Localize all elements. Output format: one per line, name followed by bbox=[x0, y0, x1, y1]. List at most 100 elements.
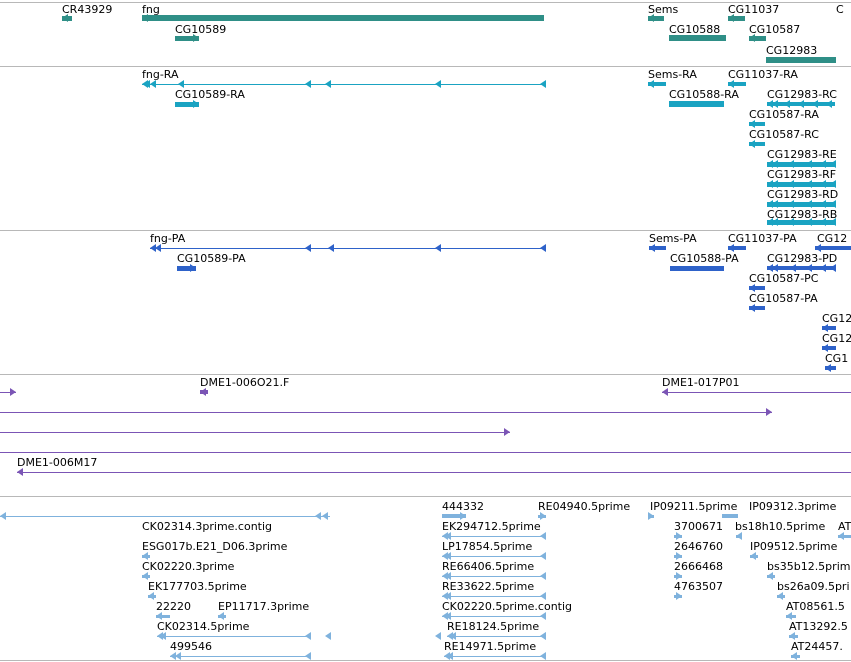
clone-feature-glyph[interactable] bbox=[0, 392, 16, 393]
proteins-feature-glyph[interactable] bbox=[822, 326, 836, 330]
ests-feature-label[interactable]: RE18124.5prime bbox=[447, 620, 540, 633]
transcripts-feature-glyph[interactable] bbox=[749, 142, 765, 146]
proteins-feature-label[interactable]: CG12 bbox=[822, 312, 851, 325]
transcripts-feature-glyph[interactable] bbox=[749, 122, 765, 126]
ests-feature-label[interactable]: 22220 bbox=[156, 600, 191, 613]
proteins-feature-label[interactable]: CG10589-PA bbox=[177, 252, 246, 265]
transcripts-feature-glyph[interactable] bbox=[767, 182, 835, 187]
ests-feature-label[interactable]: IP09211.5prime bbox=[650, 500, 738, 513]
proteins-feature-label[interactable]: CG12 bbox=[817, 232, 848, 245]
ests-feature-glyph[interactable] bbox=[156, 615, 170, 618]
ests-feature-glyph[interactable] bbox=[442, 514, 466, 518]
clones-feature-label[interactable]: DME1-006O21.F bbox=[200, 376, 290, 389]
genes-feature-label[interactable]: CR43929 bbox=[62, 3, 113, 16]
ests-feature-glyph[interactable] bbox=[157, 636, 310, 637]
proteins-feature-glyph[interactable] bbox=[749, 306, 765, 310]
ests-feature-label[interactable]: 444332 bbox=[442, 500, 484, 513]
ests-feature-label[interactable]: bs35b12.5prim bbox=[767, 560, 851, 573]
transcripts-feature-label[interactable]: CG12983-RB bbox=[767, 208, 838, 221]
genes-feature-glyph[interactable] bbox=[749, 36, 766, 41]
ests-feature-label[interactable]: CK02314.5prime bbox=[157, 620, 250, 633]
genes-feature-label[interactable]: CG10588 bbox=[669, 23, 721, 36]
ests-feature-label[interactable]: RE14971.5prime bbox=[444, 640, 537, 653]
ests-feature-label[interactable]: RE66406.5prime bbox=[442, 560, 535, 573]
proteins-feature-glyph[interactable] bbox=[177, 266, 196, 271]
transcripts-feature-glyph[interactable] bbox=[648, 82, 666, 86]
ests-feature-label[interactable]: ESG017b.E21_D06.3prime bbox=[142, 540, 288, 553]
ests-feature-label[interactable]: bs18h10.5prime bbox=[735, 520, 826, 533]
ests-feature-glyph[interactable] bbox=[444, 656, 546, 657]
ests-feature-label[interactable]: EK294712.5prime bbox=[442, 520, 541, 533]
transcripts-feature-glyph[interactable] bbox=[767, 220, 835, 225]
ests-feature-label[interactable]: RE04940.5prime bbox=[538, 500, 631, 513]
transcripts-feature-label[interactable]: CG10588-RA bbox=[669, 88, 739, 101]
transcripts-feature-label[interactable]: CG12983-RE bbox=[767, 148, 837, 161]
transcripts-feature-glyph[interactable] bbox=[728, 82, 746, 86]
genes-feature-glyph[interactable] bbox=[669, 35, 726, 41]
ests-feature-glyph[interactable] bbox=[447, 636, 546, 637]
ests-feature-glyph[interactable] bbox=[442, 576, 546, 577]
ests-feature-glyph[interactable] bbox=[722, 514, 738, 518]
genes-feature-label[interactable]: CG10587 bbox=[749, 23, 801, 36]
clone-feature-glyph[interactable] bbox=[0, 452, 851, 453]
ests-feature-label[interactable]: RE33622.5prime bbox=[442, 580, 535, 593]
transcripts-feature-glyph[interactable] bbox=[142, 84, 544, 85]
ests-feature-label[interactable]: IP09312.3prime bbox=[749, 500, 837, 513]
clones-feature-glyph[interactable] bbox=[17, 472, 851, 473]
proteins-feature-glyph[interactable] bbox=[728, 246, 746, 250]
ests-feature-label[interactable]: 2646760 bbox=[674, 540, 723, 553]
clones-feature-label[interactable]: DME1-017P01 bbox=[662, 376, 740, 389]
genes-feature-label[interactable]: fng bbox=[142, 3, 160, 16]
ests-feature-label[interactable]: 3700671 bbox=[674, 520, 723, 533]
proteins-feature-label[interactable]: CG10588-PA bbox=[670, 252, 739, 265]
genes-feature-glyph[interactable] bbox=[648, 16, 664, 21]
transcripts-feature-glyph[interactable] bbox=[175, 102, 199, 107]
transcripts-feature-label[interactable]: CG12983-RC bbox=[767, 88, 837, 101]
genes-feature-glyph[interactable] bbox=[142, 15, 544, 21]
genes-feature-glyph[interactable] bbox=[175, 36, 199, 41]
ests-feature-label[interactable]: 4763507 bbox=[674, 580, 723, 593]
proteins-feature-glyph[interactable] bbox=[670, 266, 724, 271]
ests-feature-label[interactable]: CK02220.3prime bbox=[142, 560, 235, 573]
transcripts-feature-label[interactable]: fng-RA bbox=[142, 68, 179, 81]
proteins-feature-glyph[interactable] bbox=[822, 346, 836, 350]
ests-feature-glyph[interactable] bbox=[0, 516, 330, 517]
ests-feature-label[interactable]: AT08561.5 bbox=[786, 600, 845, 613]
clone-feature-glyph[interactable] bbox=[0, 432, 510, 433]
clone-feature-glyph[interactable] bbox=[0, 412, 772, 413]
transcripts-feature-label[interactable]: CG11037-RA bbox=[728, 68, 798, 81]
ests-feature-label[interactable]: CK02220.5prime.contig bbox=[442, 600, 573, 613]
transcripts-feature-label[interactable]: CG10589-RA bbox=[175, 88, 245, 101]
proteins-feature-label[interactable]: CG1 bbox=[825, 352, 849, 365]
ests-feature-glyph[interactable] bbox=[170, 656, 310, 657]
ests-feature-label[interactable]: AT24457. bbox=[791, 640, 843, 653]
clones-feature-label[interactable]: DME1-006M17 bbox=[17, 456, 98, 469]
ests-feature-glyph[interactable] bbox=[442, 616, 546, 617]
ests-feature-label[interactable]: EK177703.5prime bbox=[148, 580, 247, 593]
proteins-feature-glyph[interactable] bbox=[749, 286, 765, 290]
transcripts-feature-glyph[interactable] bbox=[767, 202, 835, 207]
ests-feature-label[interactable]: AT bbox=[838, 520, 851, 533]
transcripts-feature-glyph[interactable] bbox=[669, 101, 724, 107]
transcripts-feature-label[interactable]: CG10587-RC bbox=[749, 128, 819, 141]
proteins-feature-label[interactable]: CG12 bbox=[822, 332, 851, 345]
ests-feature-label[interactable]: CK02314.3prime.contig bbox=[142, 520, 273, 533]
transcripts-feature-label[interactable]: CG12983-RF bbox=[767, 168, 837, 181]
proteins-feature-label[interactable]: Sems-PA bbox=[649, 232, 697, 245]
genes-feature-label[interactable]: C bbox=[836, 3, 844, 16]
ests-feature-label[interactable]: LP17854.5prime bbox=[442, 540, 533, 553]
ests-feature-glyph[interactable] bbox=[442, 556, 546, 557]
transcripts-feature-label[interactable]: CG10587-RA bbox=[749, 108, 819, 121]
proteins-feature-glyph[interactable] bbox=[815, 246, 851, 250]
transcripts-feature-label[interactable]: CG12983-RD bbox=[767, 188, 839, 201]
ests-feature-label[interactable]: AT13292.5 bbox=[789, 620, 848, 633]
genes-feature-label[interactable]: CG11037 bbox=[728, 3, 780, 16]
ests-feature-label[interactable]: EP11717.3prime bbox=[218, 600, 310, 613]
proteins-feature-label[interactable]: fng-PA bbox=[150, 232, 186, 245]
clones-feature-glyph[interactable] bbox=[662, 392, 851, 393]
genes-feature-label[interactable]: CG10589 bbox=[175, 23, 227, 36]
proteins-feature-label[interactable]: CG11037-PA bbox=[728, 232, 797, 245]
proteins-feature-glyph[interactable] bbox=[767, 266, 835, 270]
proteins-feature-label[interactable]: CG10587-PA bbox=[749, 292, 818, 305]
transcripts-feature-glyph[interactable] bbox=[767, 162, 835, 167]
